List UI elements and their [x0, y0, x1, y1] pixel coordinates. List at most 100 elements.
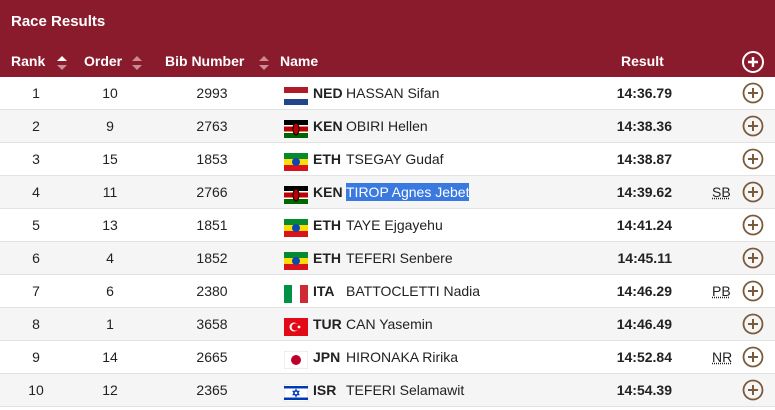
- plus-icon[interactable]: [742, 148, 764, 170]
- sort-icon[interactable]: [131, 55, 143, 71]
- bib-number: 1852: [196, 250, 228, 266]
- record-note: PB: [712, 283, 731, 299]
- plus-icon[interactable]: [742, 280, 764, 302]
- expand-row[interactable]: [742, 247, 764, 269]
- expand-row[interactable]: [742, 115, 764, 137]
- rank: 7: [32, 283, 40, 299]
- expand-row[interactable]: [742, 214, 764, 236]
- plus-icon[interactable]: [742, 181, 764, 203]
- result-row: 6 4 1852 ETH TEFERI Senbere 14:45.11: [0, 242, 775, 275]
- athlete-name: CAN Yasemin: [346, 316, 433, 332]
- rank: 8: [32, 316, 40, 332]
- order: 10: [102, 85, 118, 101]
- rank: 1: [32, 85, 40, 101]
- col-bib[interactable]: Bib Number: [165, 53, 245, 69]
- result-row: 3 15 1853 ETH TSEGAY Gudaf 14:38.87: [0, 143, 775, 176]
- plus-icon[interactable]: [742, 313, 764, 335]
- order: 12: [102, 382, 118, 398]
- col-rank[interactable]: Rank: [11, 53, 46, 69]
- flag-icon: [284, 186, 308, 204]
- result-row: 2 9 2763 KEN OBIRI Hellen 14:38.36: [0, 110, 775, 143]
- result: 14:38.87: [616, 151, 672, 167]
- order: 9: [106, 118, 114, 134]
- expand-row[interactable]: [742, 148, 764, 170]
- rank: 10: [28, 382, 44, 398]
- result: 14:41.24: [616, 217, 672, 233]
- sort-icon[interactable]: [258, 55, 270, 71]
- expand-row[interactable]: [742, 82, 764, 104]
- athlete-name: TEFERI Selamawit: [346, 382, 465, 398]
- country-code: ISR: [313, 382, 337, 398]
- bib-number: 2365: [196, 382, 228, 398]
- athlete-name: HIRONAKA Ririka: [346, 349, 459, 365]
- country-code: ETH: [313, 217, 341, 233]
- result: 14:38.36: [616, 118, 672, 134]
- result-row: 8 1 3658 TUR CAN Yasemin 14:46.49: [0, 308, 775, 341]
- title: Race Results: [11, 13, 106, 30]
- plus-icon[interactable]: [742, 346, 764, 368]
- athlete-name: TAYE Ejgayehu: [346, 217, 443, 233]
- expand-row[interactable]: [742, 280, 764, 302]
- flag-icon: [283, 350, 309, 370]
- rank: 3: [32, 151, 40, 167]
- order: 15: [102, 151, 118, 167]
- bib-number: 3658: [196, 316, 228, 332]
- flag: [283, 348, 309, 370]
- bib-number: 2665: [196, 349, 228, 365]
- result: 14:52.84: [616, 349, 672, 365]
- flag: [284, 117, 308, 138]
- expand-row[interactable]: [742, 313, 764, 335]
- rank: 2: [32, 118, 40, 134]
- result: 14:39.62: [616, 184, 672, 200]
- result-row: 5 13 1851 ETH TAYE Ejgayehu 14:41.24: [0, 209, 775, 242]
- athlete-name: TIROP Agnes Jebet: [346, 183, 470, 201]
- flag: [283, 381, 309, 403]
- country-code: KEN: [313, 184, 343, 200]
- rank: 4: [32, 184, 40, 200]
- athlete-name: TEFERI Senbere: [346, 250, 453, 266]
- col-order[interactable]: Order: [84, 53, 123, 69]
- expand-row[interactable]: [742, 346, 764, 368]
- result-row: 10 12 2365 ISR TEFERI Selamawit 14:54.39: [0, 374, 775, 407]
- flag-icon: [284, 87, 308, 105]
- bib-number: 2380: [196, 283, 228, 299]
- country-code: KEN: [313, 118, 343, 134]
- col-result: Result: [621, 53, 664, 69]
- order: 1: [106, 316, 114, 332]
- plus-icon[interactable]: [742, 379, 764, 401]
- plus-icon[interactable]: [742, 214, 764, 236]
- country-code: NED: [313, 85, 343, 101]
- flag-icon: [284, 219, 308, 237]
- col-name: Name: [280, 53, 319, 69]
- country-code: ITA: [313, 283, 335, 299]
- flag-icon: [284, 285, 308, 303]
- expand-row[interactable]: [742, 181, 764, 203]
- expand-row[interactable]: [742, 379, 764, 401]
- plus-icon[interactable]: [742, 247, 764, 269]
- record-note: NR: [712, 349, 733, 365]
- order: 14: [102, 349, 118, 365]
- bib-number: 1851: [196, 217, 228, 233]
- result-row: 4 11 2766 KEN TIROP Agnes Jebet 14:39.62 SB: [0, 176, 775, 209]
- bib-number: 1853: [196, 151, 228, 167]
- flag: [284, 315, 308, 336]
- rank: 5: [32, 217, 40, 233]
- athlete-name: HASSAN Sifan: [346, 85, 440, 101]
- athlete-name: TSEGAY Gudaf: [346, 151, 444, 167]
- plus-icon[interactable]: [742, 82, 764, 104]
- sort-icon[interactable]: [56, 55, 68, 71]
- flag-icon: [283, 383, 309, 403]
- flag: [284, 249, 308, 270]
- order: 4: [106, 250, 114, 266]
- country-code: TUR: [313, 316, 342, 332]
- order: 13: [102, 217, 118, 233]
- bib-number: 2766: [196, 184, 228, 200]
- result-row: 9 14 2665 JPN HIRONAKA Ririka 14:52.84 NR: [0, 341, 775, 374]
- country-code: JPN: [313, 349, 341, 365]
- header: Race Results Rank Order Bib Number Name …: [0, 0, 775, 77]
- order: 11: [102, 184, 118, 200]
- plus-icon[interactable]: [742, 115, 764, 137]
- athlete-name: OBIRI Hellen: [346, 118, 428, 134]
- expand-all[interactable]: [741, 50, 765, 74]
